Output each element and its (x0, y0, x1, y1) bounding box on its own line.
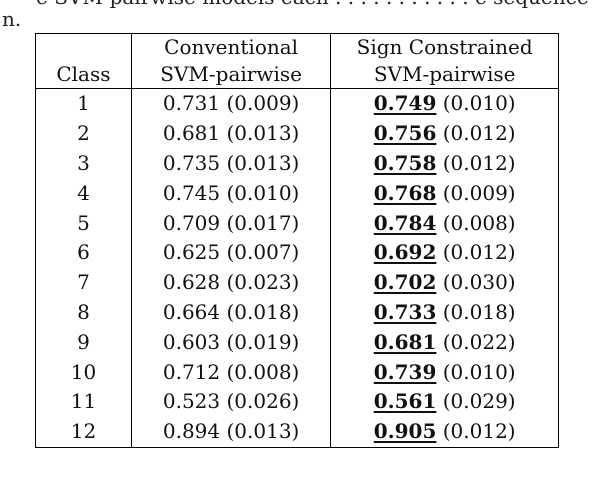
class-cell: 2 (35, 118, 132, 149)
table-row: 6 0.625 (0.007) 0.692 (0.012) (35, 237, 559, 268)
class-cell: 10 (35, 357, 132, 387)
std-dev-value: (0.012) (436, 419, 516, 444)
sign-constrained-cell: 0.756 (0.012) (331, 119, 559, 149)
results-table: Conventional Sign Constrained Class SVM-… (35, 33, 559, 448)
conventional-cell: 0.894 (0.013) (131, 416, 332, 448)
class-cell: 4 (35, 178, 132, 209)
conventional-cell: 0.681 (0.013) (131, 118, 332, 149)
preceding-text-fragment: n. (2, 7, 22, 31)
header-row-bottom: Class SVM-pairwise SVM-pairwise (35, 61, 559, 89)
conventional-cell: 0.603 (0.019) (131, 327, 332, 358)
sign-constrained-cell: 0.784 (0.008) (331, 208, 559, 238)
sign-constrained-header-top: Sign Constrained (356, 35, 533, 59)
best-value: 0.768 (373, 180, 437, 205)
conventional-cell: 0.735 (0.013) (131, 148, 332, 179)
sign-constrained-cell: 0.692 (0.012) (331, 238, 559, 268)
best-value: 0.749 (373, 91, 437, 116)
conventional-cell: 0.731 (0.009) (131, 88, 332, 119)
class-header: Class (35, 61, 132, 89)
std-dev-value: (0.029) (436, 389, 516, 414)
table-row: 2 0.681 (0.013) 0.756 (0.012) (35, 118, 559, 149)
std-dev-value: (0.022) (436, 329, 516, 354)
sign-constrained-cell: 0.739 (0.010) (331, 357, 559, 387)
table-row: 5 0.709 (0.017) 0.784 (0.008) (35, 208, 559, 238)
table-row: 9 0.603 (0.019) 0.681 (0.022) (35, 327, 559, 358)
table-row: 4 0.745 (0.010) 0.768 (0.009) (35, 178, 559, 209)
class-cell: 3 (35, 148, 132, 179)
table-row: 7 0.628 (0.023) 0.702 (0.030) (35, 267, 559, 298)
table-row: 8 0.664 (0.018) 0.733 (0.018) (35, 297, 559, 328)
conventional-cell: 0.745 (0.010) (131, 178, 332, 209)
best-value: 0.733 (373, 299, 437, 324)
std-dev-value: (0.012) (436, 240, 516, 265)
sign-constrained-cell: 0.905 (0.012) (331, 417, 559, 447)
class-cell: 6 (35, 237, 132, 268)
std-dev-value: (0.012) (436, 150, 516, 175)
std-dev-value: (0.009) (436, 180, 516, 205)
conventional-cell: 0.628 (0.023) (131, 267, 332, 298)
class-cell: 7 (35, 267, 132, 298)
best-value: 0.692 (373, 240, 437, 265)
conventional-cell: 0.523 (0.026) (131, 386, 332, 417)
std-dev-value: (0.010) (436, 91, 516, 116)
class-cell: 11 (35, 386, 132, 417)
conventional-header-bottom: SVM-pairwise (131, 61, 332, 89)
sign-constrained-cell: 0.702 (0.030) (331, 268, 559, 298)
conventional-header-top: Conventional (131, 33, 332, 61)
best-value: 0.784 (373, 210, 437, 235)
table-row: 11 0.523 (0.026) 0.561 (0.029) (35, 386, 559, 417)
best-value: 0.702 (373, 270, 437, 295)
table-row: 3 0.735 (0.013) 0.758 (0.012) (35, 148, 559, 179)
conventional-cell: 0.625 (0.007) (131, 237, 332, 268)
table-row: 12 0.894 (0.013) 0.905 (0.012) (35, 416, 559, 448)
sign-constrained-cell: 0.561 (0.029) (331, 387, 559, 417)
conventional-cell: 0.664 (0.018) (131, 297, 332, 328)
std-dev-value: (0.030) (436, 270, 516, 295)
sign-constrained-cell: 0.681 (0.022) (331, 327, 559, 357)
std-dev-value: (0.010) (436, 359, 516, 384)
class-cell: 8 (35, 297, 132, 328)
std-dev-value: (0.012) (436, 121, 516, 146)
std-dev-value: (0.008) (436, 210, 516, 235)
best-value: 0.739 (373, 359, 437, 384)
std-dev-value: (0.018) (436, 299, 516, 324)
table-row: 10 0.712 (0.008) 0.739 (0.010) (35, 357, 559, 387)
best-value: 0.561 (373, 389, 437, 414)
header-row-top: Conventional Sign Constrained (35, 33, 559, 61)
class-cell: 5 (35, 208, 132, 238)
conventional-cell: 0.712 (0.008) (131, 357, 332, 387)
table-row: 1 0.731 (0.009) 0.749 (0.010) (35, 88, 559, 119)
class-cell: 9 (35, 327, 132, 358)
class-header-top (35, 33, 132, 61)
sign-constrained-cell: 0.749 (0.010) (331, 89, 559, 119)
table-body: 1 0.731 (0.009) 0.749 (0.010) 2 0.681 (0.013… (35, 88, 559, 448)
sign-constrained-cell: 0.758 (0.012) (331, 149, 559, 179)
sign-constrained-cell: 0.733 (0.018) (331, 298, 559, 328)
sign-constrained-cell: 0.768 (0.009) (331, 178, 559, 208)
class-cell: 12 (35, 416, 132, 448)
best-value: 0.905 (373, 419, 437, 444)
best-value: 0.756 (373, 121, 437, 146)
conventional-cell: 0.709 (0.017) (131, 208, 332, 238)
best-value: 0.758 (373, 150, 437, 175)
best-value: 0.681 (373, 329, 437, 354)
preceding-text-line: e SVM-pairwise models each . . . . . . .… (36, 0, 596, 8)
class-cell: 1 (35, 88, 132, 119)
sign-constrained-header-bottom: SVM-pairwise (330, 61, 559, 89)
